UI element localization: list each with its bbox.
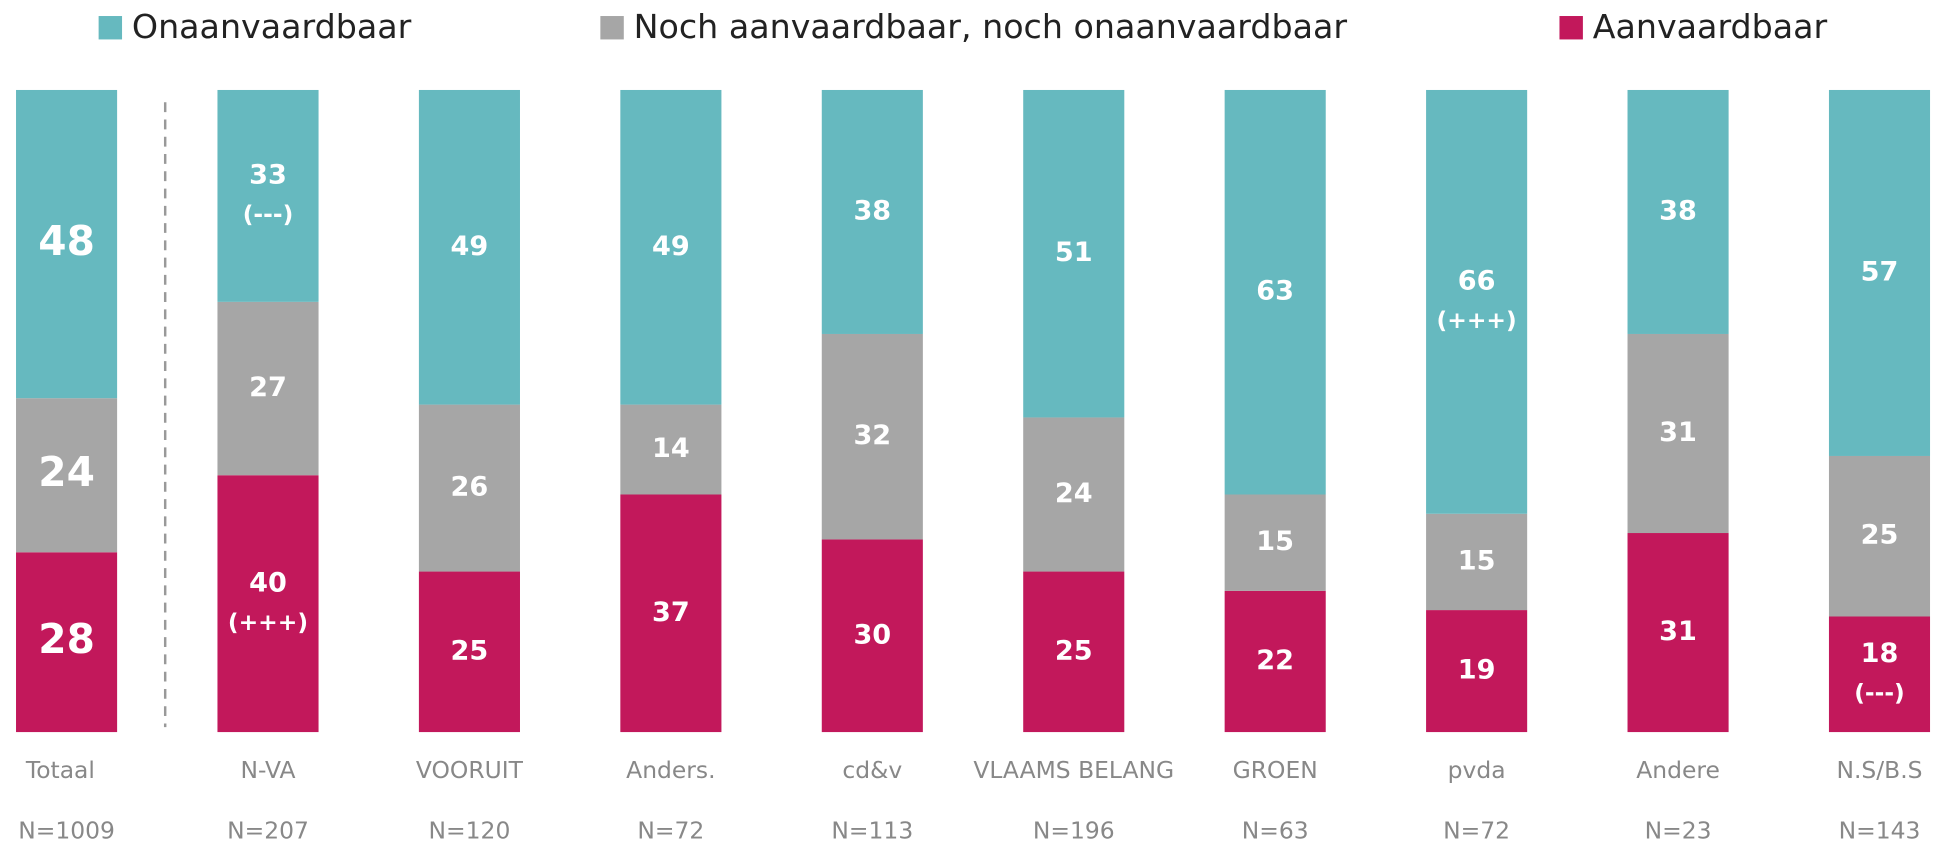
- value-label: 40: [249, 567, 287, 598]
- bar-segment: [418, 404, 520, 572]
- bar-segment: [821, 333, 923, 540]
- significance-note: (---): [1854, 679, 1905, 707]
- sample-size: N=63: [1242, 816, 1309, 843]
- bar-segment: [1828, 455, 1931, 617]
- bar-segment: [1828, 89, 1931, 456]
- bar-segment: [1627, 533, 1729, 733]
- category-label: Anders.: [626, 756, 715, 784]
- significance-note: (+++): [228, 608, 308, 636]
- category-label: cd&v: [842, 756, 902, 784]
- sample-size: N=207: [227, 816, 309, 843]
- value-label: 57: [1861, 256, 1899, 287]
- bar-segment: [217, 475, 319, 733]
- sample-size: N=72: [1443, 816, 1510, 843]
- bar-segment: [16, 552, 118, 733]
- bar-segment: [16, 89, 118, 399]
- bar-segment: [217, 301, 319, 476]
- value-label: 19: [1458, 655, 1496, 686]
- sample-size: N=72: [637, 816, 704, 843]
- category-label: Totaal: [25, 756, 95, 784]
- bar-segment: [1627, 89, 1729, 334]
- bar-segment: [16, 398, 118, 553]
- bar-segment: [620, 89, 722, 405]
- bar-segment: [217, 89, 319, 302]
- value-label: 31: [1659, 616, 1697, 647]
- value-label: 26: [451, 472, 489, 503]
- value-label: 49: [451, 231, 489, 262]
- value-label: 30: [853, 619, 891, 650]
- significance-note: (+++): [1437, 306, 1517, 334]
- value-label: 28: [38, 615, 95, 663]
- bar-segment: [1426, 513, 1528, 611]
- value-label: 25: [1861, 520, 1899, 551]
- value-label: 38: [853, 195, 891, 226]
- bar-segment: [418, 89, 520, 405]
- sample-size: N=1009: [18, 816, 115, 843]
- value-label: 24: [1055, 478, 1093, 509]
- bar-segment: [1023, 571, 1125, 733]
- sample-size: N=196: [1033, 816, 1115, 843]
- bar-segment: [821, 539, 923, 733]
- bar-segment: [418, 571, 520, 733]
- value-label: 66: [1458, 266, 1496, 297]
- bar-segment: [1224, 89, 1326, 495]
- value-label: 31: [1659, 417, 1697, 448]
- value-label: 27: [249, 372, 287, 403]
- legend-swatch: [600, 16, 624, 40]
- legend-label: Onaanvaardbaar: [132, 7, 412, 46]
- sample-size: N=23: [1645, 816, 1712, 843]
- bar-segment: [1023, 417, 1125, 572]
- bar-segment: [821, 89, 923, 334]
- bar-segment: [1627, 333, 1729, 534]
- bar-segment: [1426, 89, 1528, 514]
- legend-label: Aanvaardbaar: [1593, 7, 1828, 46]
- value-label: 14: [652, 433, 690, 464]
- value-label: 22: [1256, 645, 1294, 676]
- significance-note: (---): [243, 200, 294, 228]
- legend-swatch: [98, 16, 123, 40]
- value-label: 32: [853, 420, 891, 451]
- value-label: 15: [1256, 526, 1294, 557]
- value-label: 37: [652, 597, 690, 628]
- category-label: VOORUIT: [416, 756, 524, 784]
- bar-segment: [1023, 89, 1125, 418]
- value-label: 18: [1861, 638, 1899, 669]
- value-label: 48: [38, 217, 95, 265]
- value-label: 33: [249, 160, 287, 191]
- category-label: pvda: [1448, 756, 1506, 784]
- category-label: GROEN: [1233, 756, 1318, 784]
- value-label: 24: [38, 448, 95, 496]
- category-label: N-VA: [240, 756, 295, 784]
- category-label: N.S/B.S: [1836, 756, 1922, 784]
- value-label: 38: [1659, 195, 1697, 226]
- bar-segment: [1224, 590, 1326, 733]
- bar-segment: [620, 494, 722, 733]
- value-label: 49: [652, 231, 690, 262]
- value-label: 25: [451, 635, 489, 666]
- value-label: 63: [1256, 276, 1294, 307]
- bar-segment: [620, 404, 722, 495]
- bar-segment: [1224, 494, 1326, 591]
- sample-size: N=120: [429, 816, 511, 843]
- value-label: 51: [1055, 237, 1093, 268]
- legend-label: Noch aanvaardbaar, noch onaanvaardbaar: [634, 7, 1348, 46]
- sample-size: N=143: [1839, 816, 1921, 843]
- bar-segment: [1828, 616, 1931, 733]
- bar-segment: [1426, 610, 1528, 733]
- sample-size: N=113: [831, 816, 913, 843]
- value-label: 25: [1055, 635, 1093, 666]
- category-label: Andere: [1636, 756, 1720, 784]
- category-label: VLAAMS BELANG: [973, 756, 1174, 784]
- value-label: 15: [1458, 545, 1496, 576]
- legend-swatch: [1559, 16, 1583, 40]
